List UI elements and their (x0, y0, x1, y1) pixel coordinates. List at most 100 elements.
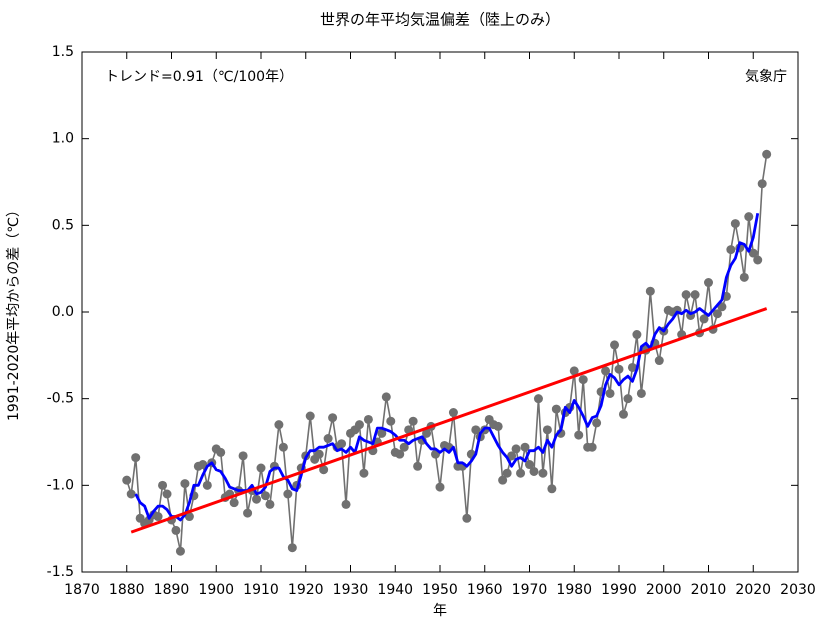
x-tick-label: 1970 (512, 582, 548, 598)
data-point (131, 453, 141, 463)
data-point (314, 449, 324, 459)
x-tick-label: 1890 (154, 582, 190, 598)
y-tick-label: 0.0 (52, 304, 74, 320)
data-point (618, 409, 628, 419)
data-point (256, 463, 266, 473)
data-point (493, 421, 503, 431)
data-point (462, 513, 472, 523)
data-point (516, 468, 526, 478)
trend-annotation: トレンド=0.91（℃/100年） (105, 69, 293, 85)
data-point (198, 460, 208, 470)
data-point (422, 428, 432, 438)
data-point (632, 330, 642, 340)
data-point (753, 255, 763, 265)
data-point (498, 475, 508, 485)
data-point (730, 219, 740, 229)
data-point (126, 489, 136, 499)
data-point (175, 546, 185, 556)
data-point (605, 388, 615, 398)
data-point (627, 362, 637, 372)
x-tick-label: 2030 (780, 582, 816, 598)
data-point (547, 484, 557, 494)
data-point (569, 366, 579, 376)
data-point (623, 394, 633, 404)
data-point (757, 179, 767, 189)
data-point (533, 394, 543, 404)
data-point (538, 468, 548, 478)
data-point (341, 499, 351, 509)
data-point (359, 468, 369, 478)
data-point (435, 482, 445, 492)
data-point (471, 425, 481, 435)
x-tick-label: 1950 (422, 582, 458, 598)
data-point (578, 375, 588, 385)
y-tick-label: 0.5 (52, 217, 74, 233)
data-point (252, 494, 262, 504)
data-point (381, 392, 391, 402)
series-line (130, 307, 768, 534)
data-point (216, 447, 226, 457)
data-point (448, 408, 458, 418)
data-point (265, 499, 275, 509)
data-point (762, 149, 772, 159)
data-point (574, 430, 584, 440)
chart-title: 世界の年平均気温偏差（陸上のみ） (320, 11, 560, 29)
x-tick-label: 1920 (288, 582, 324, 598)
x-axis-label: 年 (433, 603, 447, 619)
y-tick-label: -1.0 (47, 477, 74, 493)
y-tick-label: -1.5 (47, 564, 74, 580)
series-line (125, 154, 768, 552)
x-tick-label: 2010 (691, 582, 727, 598)
data-point (243, 508, 253, 518)
data-point (601, 366, 611, 376)
data-point (180, 479, 190, 489)
data-point (354, 420, 364, 430)
data-point (305, 411, 315, 421)
data-point (726, 245, 736, 255)
data-point (542, 425, 552, 435)
data-point (592, 418, 602, 428)
data-point (511, 444, 521, 454)
data-point (274, 420, 284, 430)
y-tick-label: -0.5 (47, 391, 74, 407)
y-tick-label: 1.5 (52, 44, 74, 60)
data-point (551, 404, 561, 414)
data-point (278, 442, 288, 452)
y-tick-label: 1.0 (52, 131, 74, 147)
data-point (386, 416, 396, 426)
source-annotation: 気象庁 (745, 69, 787, 85)
data-point (162, 489, 172, 499)
data-point (681, 290, 691, 300)
data-point (614, 364, 624, 374)
data-point (238, 451, 248, 461)
series-line (134, 212, 760, 522)
data-point (158, 480, 168, 490)
x-tick-label: 1900 (198, 582, 234, 598)
data-point (525, 460, 534, 470)
data-point (744, 212, 754, 222)
data-point (645, 286, 655, 296)
data-point (404, 425, 414, 435)
x-tick-label: 1940 (377, 582, 413, 598)
x-tick-label: 1930 (333, 582, 369, 598)
data-point (202, 480, 212, 490)
data-point (328, 413, 338, 423)
data-point (337, 439, 347, 449)
data-point (690, 290, 700, 300)
data-point (739, 272, 749, 282)
x-tick-label: 2020 (735, 582, 771, 598)
x-tick-label: 1980 (556, 582, 592, 598)
x-tick-label: 1870 (64, 582, 100, 598)
data-point (748, 248, 758, 258)
data-point (283, 489, 293, 499)
data-point (408, 416, 418, 426)
x-tick-label: 2000 (646, 582, 682, 598)
data-point (153, 512, 163, 522)
data-point (122, 475, 132, 485)
data-point (229, 498, 239, 508)
data-point (587, 442, 597, 452)
data-point (712, 309, 722, 319)
x-tick-label: 1910 (243, 582, 279, 598)
